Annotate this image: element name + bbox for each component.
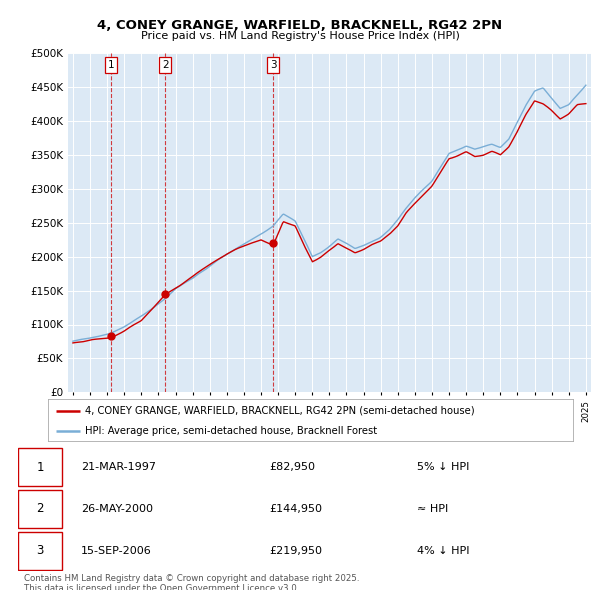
Text: £219,950: £219,950 xyxy=(269,546,322,556)
Text: 26-MAY-2000: 26-MAY-2000 xyxy=(80,504,152,514)
Text: 1: 1 xyxy=(107,60,114,70)
Text: ≈ HPI: ≈ HPI xyxy=(417,504,448,514)
Text: 4% ↓ HPI: 4% ↓ HPI xyxy=(417,546,470,556)
Text: 3: 3 xyxy=(37,545,44,558)
Text: £82,950: £82,950 xyxy=(269,462,315,472)
Text: 15-SEP-2006: 15-SEP-2006 xyxy=(80,546,151,556)
Text: 1: 1 xyxy=(37,461,44,474)
Text: Price paid vs. HM Land Registry's House Price Index (HPI): Price paid vs. HM Land Registry's House … xyxy=(140,31,460,41)
FancyBboxPatch shape xyxy=(18,490,62,528)
Text: Contains HM Land Registry data © Crown copyright and database right 2025.
This d: Contains HM Land Registry data © Crown c… xyxy=(24,574,359,590)
Text: 2: 2 xyxy=(37,503,44,516)
Text: 21-MAR-1997: 21-MAR-1997 xyxy=(80,462,156,472)
FancyBboxPatch shape xyxy=(18,532,62,570)
FancyBboxPatch shape xyxy=(18,448,62,486)
Text: 4, CONEY GRANGE, WARFIELD, BRACKNELL, RG42 2PN (semi-detached house): 4, CONEY GRANGE, WARFIELD, BRACKNELL, RG… xyxy=(85,406,475,416)
Text: HPI: Average price, semi-detached house, Bracknell Forest: HPI: Average price, semi-detached house,… xyxy=(85,426,377,435)
Text: 2: 2 xyxy=(162,60,169,70)
Text: 4, CONEY GRANGE, WARFIELD, BRACKNELL, RG42 2PN: 4, CONEY GRANGE, WARFIELD, BRACKNELL, RG… xyxy=(97,19,503,32)
Text: 3: 3 xyxy=(270,60,277,70)
Text: £144,950: £144,950 xyxy=(269,504,322,514)
Text: 5% ↓ HPI: 5% ↓ HPI xyxy=(417,462,469,472)
